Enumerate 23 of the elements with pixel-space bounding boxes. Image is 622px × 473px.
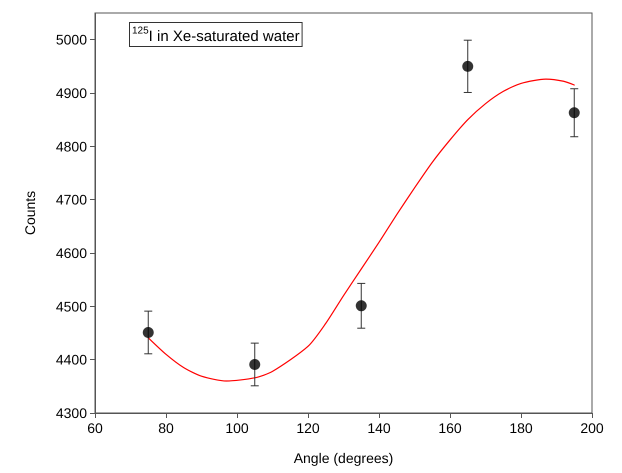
x-tick-label: 140 [367,420,391,436]
y-axis-title: Counts [22,190,38,236]
x-tick-label: 160 [438,420,462,436]
x-axis-title: Angle (degrees) [294,450,394,466]
x-tick-label: 60 [87,420,103,436]
point [249,358,260,370]
y-tick-label: 4700 [56,192,88,208]
y-tick-label: 5000 [56,32,88,48]
y-tick-label: 4600 [56,245,88,261]
y-tick-label: 4800 [56,138,88,154]
x-tick-label: 100 [225,420,249,436]
y-tick-label: 4500 [56,298,88,314]
point [356,300,367,312]
x-tick-label: 80 [158,420,174,436]
x-tick-label: 200 [580,420,604,436]
point [462,60,474,72]
y-tick-label: 4900 [56,85,88,101]
x-tick-label: 180 [509,420,533,436]
point [568,107,580,118]
y-tick-label: 4300 [56,405,88,421]
point [142,326,154,338]
y-tick-label: 4400 [56,352,88,368]
x-tick-label: 120 [296,420,320,436]
